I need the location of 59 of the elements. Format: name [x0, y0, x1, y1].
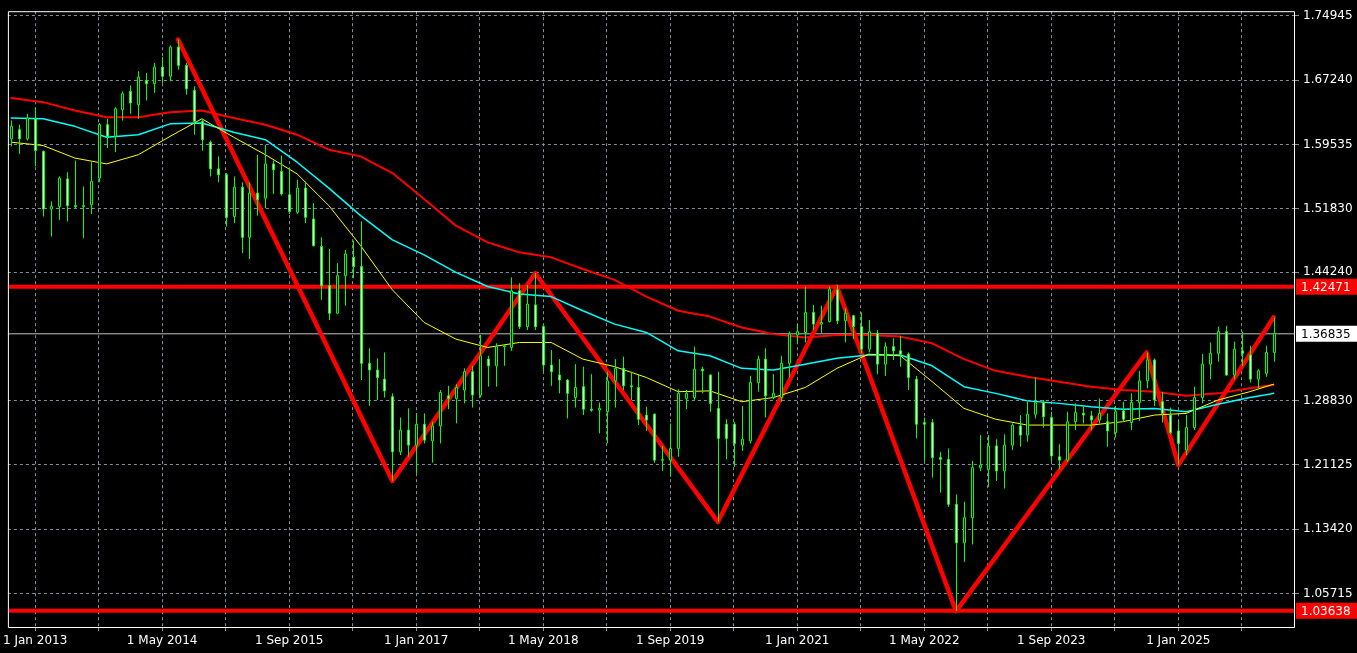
candlestick [264, 144, 267, 209]
candlestick [114, 106, 117, 153]
candlestick [288, 167, 291, 215]
y-tick-label: 1.74945 [1303, 7, 1353, 22]
ref-line-label: 1.03638 [1301, 603, 1351, 618]
x-tick-label: 1 Sep 2019 [636, 633, 705, 648]
x-tick-label: 1 Jan 2021 [765, 633, 830, 648]
y-tick-label: 1.67240 [1303, 72, 1353, 87]
candlestick [1241, 331, 1244, 367]
candlestick [884, 341, 887, 377]
candlestick [455, 383, 458, 424]
candlestick [1090, 410, 1093, 431]
candlestick [1177, 419, 1180, 466]
x-tick-label: 1 May 2022 [888, 633, 960, 648]
candlestick [1217, 326, 1220, 363]
candlestick [860, 311, 863, 354]
candlestick [1185, 414, 1188, 456]
candlestick [463, 367, 466, 404]
candlestick [328, 248, 331, 321]
x-tick-label: 1 May 2014 [126, 633, 198, 648]
candlestick [637, 373, 640, 426]
y-tick-label: 1.05715 [1303, 585, 1353, 600]
candlestick [582, 366, 585, 416]
candlestick [510, 276, 513, 352]
candlestick [1066, 411, 1069, 463]
candlestick [1058, 443, 1061, 470]
y-tick-label: 1.13420 [1303, 521, 1353, 536]
candlestick [899, 335, 902, 368]
x-tick-label: 1 May 2018 [507, 633, 579, 648]
y-tick-label: 1.28830 [1303, 392, 1353, 407]
ref-line-label: 1.42471 [1301, 279, 1351, 294]
candlestick [868, 319, 871, 353]
candlestick [1257, 368, 1260, 389]
candlestick [98, 122, 101, 183]
candlestick [479, 334, 482, 399]
candlestick [1019, 414, 1022, 448]
candlestick [923, 417, 926, 462]
y-tick-label: 1.44240 [1303, 264, 1353, 279]
candlestick [106, 118, 109, 149]
x-tick-label: 1 Sep 2023 [1017, 633, 1086, 648]
candlestick [939, 451, 942, 494]
candlestick [987, 434, 990, 488]
candlestick [1034, 377, 1037, 419]
ref-line-label: 1.36835 [1301, 326, 1351, 341]
x-tick-label: 1 Sep 2015 [254, 633, 324, 648]
candlestick [447, 385, 450, 410]
candlestick [1122, 401, 1125, 423]
candlestick [1161, 391, 1164, 424]
candlestick [336, 262, 339, 314]
candlestick [1265, 345, 1268, 378]
candlestick [471, 365, 474, 409]
x-tick-label: 1 Jan 2025 [1146, 633, 1211, 648]
candlestick [225, 172, 228, 227]
candlestick [360, 220, 363, 381]
y-tick-label: 1.51830 [1303, 200, 1353, 215]
x-tick-label: 1 Jan 2017 [384, 633, 449, 648]
x-tick-label: 1 Jan 2013 [2, 633, 68, 648]
y-tick-label: 1.21125 [1303, 457, 1353, 472]
y-tick-label: 1.59535 [1303, 136, 1353, 151]
